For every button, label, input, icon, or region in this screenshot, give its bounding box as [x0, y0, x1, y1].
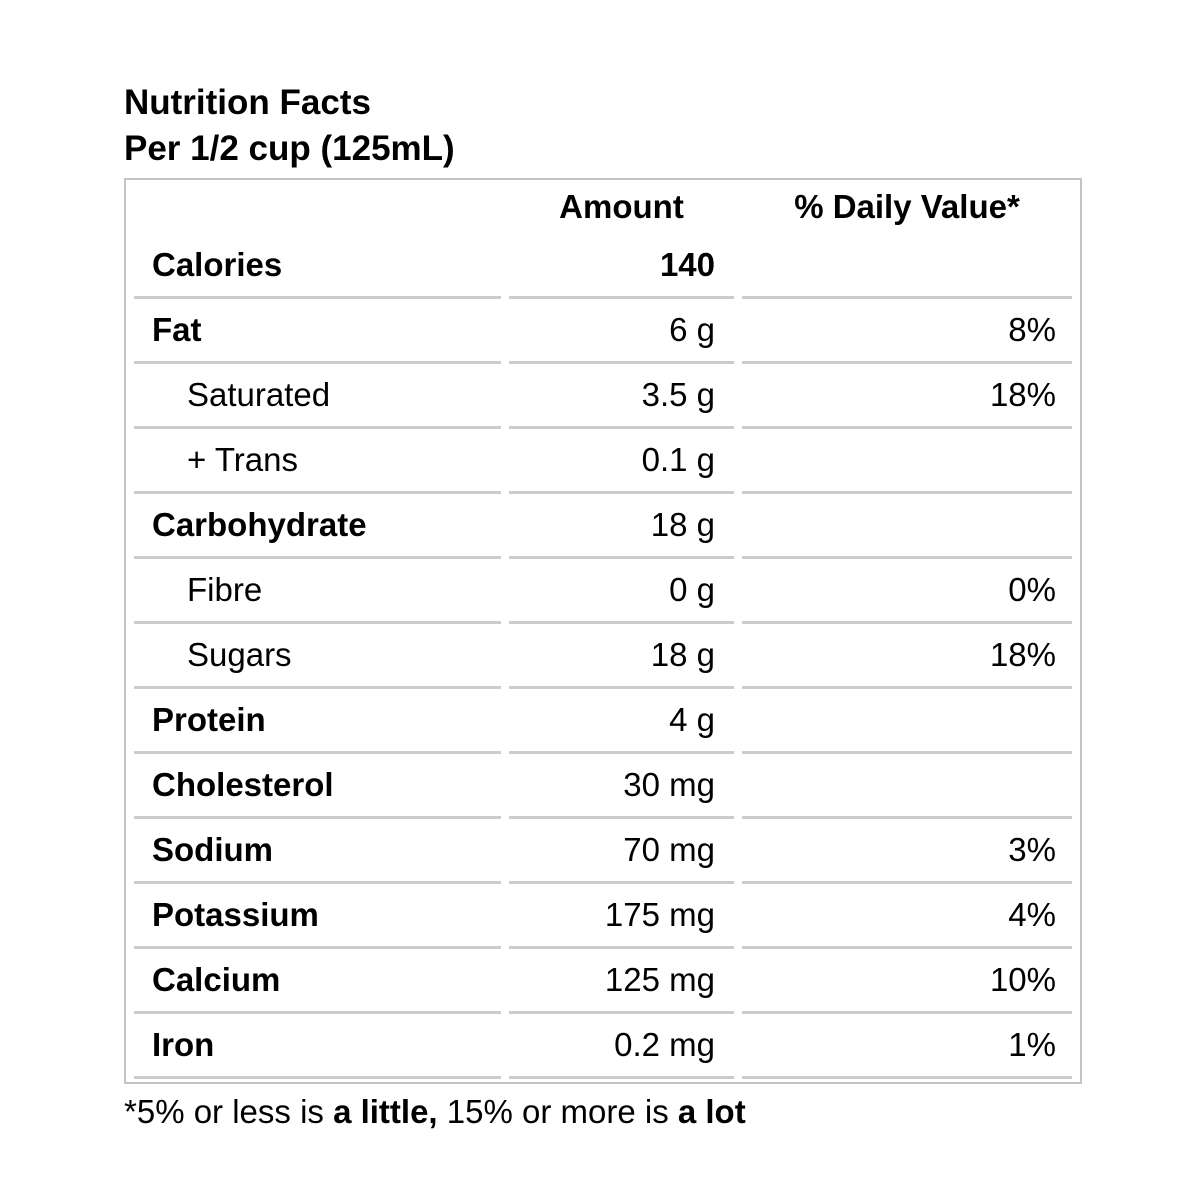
- nutrient-label: Fat: [134, 299, 501, 364]
- nutrient-amount: 4 g: [509, 689, 734, 754]
- nutrient-daily-value: [742, 494, 1072, 559]
- nutrient-daily-value: [742, 689, 1072, 754]
- nutrient-amount: 18 g: [509, 494, 734, 559]
- nutrient-amount: 70 mg: [509, 819, 734, 884]
- nutrient-amount: 125 mg: [509, 949, 734, 1014]
- table-row: Calcium 125 mg 10%: [134, 949, 1072, 1014]
- nutrient-daily-value: 8%: [742, 299, 1072, 364]
- nutrient-daily-value: [742, 234, 1072, 299]
- nutrient-daily-value: 0%: [742, 559, 1072, 624]
- header-blank-cell: [134, 180, 501, 234]
- nutrient-amount: 0.1 g: [509, 429, 734, 494]
- nutrient-amount: 140: [509, 234, 734, 299]
- table-row: + Trans 0.1 g: [134, 429, 1072, 494]
- page-title: Nutrition Facts: [124, 83, 371, 122]
- header-amount: Amount: [559, 188, 684, 225]
- header-daily-value: % Daily Value*: [794, 188, 1020, 225]
- footnote-emphasis: a lot: [677, 1093, 746, 1130]
- nutrient-label: Cholesterol: [134, 754, 501, 819]
- table-row: Protein 4 g: [134, 689, 1072, 754]
- nutrient-label: Carbohydrate: [134, 494, 501, 559]
- nutrient-amount: 6 g: [509, 299, 734, 364]
- footnote-text: 15% or more is: [437, 1093, 678, 1130]
- nutrient-label: Fibre: [134, 559, 501, 624]
- nutrient-daily-value: 4%: [742, 884, 1072, 949]
- footnote: *5% or less is a little, 15% or more is …: [124, 1090, 1082, 1134]
- nutrient-daily-value: [742, 754, 1072, 819]
- nutrient-label: Sugars: [134, 624, 501, 689]
- table-row: Fibre 0 g 0%: [134, 559, 1072, 624]
- nutrient-daily-value: 3%: [742, 819, 1072, 884]
- table-row: Carbohydrate 18 g: [134, 494, 1072, 559]
- nutrient-daily-value: [742, 429, 1072, 494]
- footnote-text: *5% or less is: [124, 1093, 334, 1130]
- nutrition-label: Nutrition Facts Per 1/2 cup (125mL) Amou…: [124, 80, 1082, 1134]
- table-row: Fat 6 g 8%: [134, 299, 1072, 364]
- table-row: Calories 140: [134, 234, 1072, 299]
- nutrient-daily-value: 10%: [742, 949, 1072, 1014]
- nutrient-label: Iron: [134, 1014, 501, 1079]
- table-row: Potassium 175 mg 4%: [134, 884, 1072, 949]
- table-row: Sodium 70 mg 3%: [134, 819, 1072, 884]
- nutrient-label: Calcium: [134, 949, 501, 1014]
- table-row: Sugars 18 g 18%: [134, 624, 1072, 689]
- nutrient-daily-value: 18%: [742, 364, 1072, 429]
- nutrient-label: Saturated: [134, 364, 501, 429]
- serving-size: Per 1/2 cup (125mL): [124, 129, 455, 168]
- nutrient-daily-value: 18%: [742, 624, 1072, 689]
- nutrient-label: Calories: [134, 234, 501, 299]
- nutrient-label: + Trans: [134, 429, 501, 494]
- nutrient-amount: 30 mg: [509, 754, 734, 819]
- table-row: Cholesterol 30 mg: [134, 754, 1072, 819]
- nutrient-amount: 3.5 g: [509, 364, 734, 429]
- nutrient-amount: 18 g: [509, 624, 734, 689]
- nutrient-daily-value: 1%: [742, 1014, 1072, 1079]
- nutrient-label: Sodium: [134, 819, 501, 884]
- nutrient-amount: 0 g: [509, 559, 734, 624]
- nutrient-label: Protein: [134, 689, 501, 754]
- nutrient-amount: 0.2 mg: [509, 1014, 734, 1079]
- nutrient-amount: 175 mg: [509, 884, 734, 949]
- table-header-row: Amount % Daily Value*: [134, 180, 1072, 234]
- table-row: Saturated 3.5 g 18%: [134, 364, 1072, 429]
- footnote-emphasis: a little,: [333, 1093, 438, 1130]
- table-row: Iron 0.2 mg 1%: [134, 1014, 1072, 1079]
- nutrient-label: Potassium: [134, 884, 501, 949]
